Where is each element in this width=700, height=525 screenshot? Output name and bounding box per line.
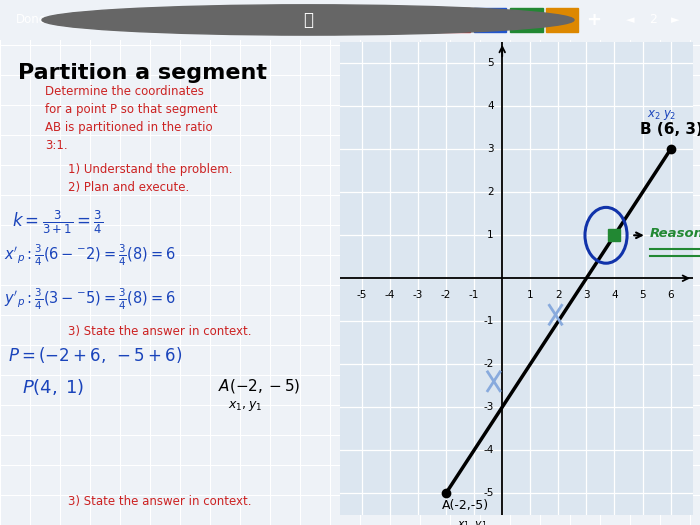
Text: Aa: Aa	[65, 14, 82, 26]
Text: 1: 1	[527, 290, 533, 300]
Text: 2: 2	[555, 290, 561, 300]
Text: +: +	[586, 11, 601, 29]
Text: Done: Done	[15, 14, 46, 26]
Bar	[365, 7, 398, 33]
Text: ✎: ✎	[109, 13, 122, 27]
Text: $P(4,\;1)$: $P(4,\;1)$	[22, 377, 84, 397]
Text: 3: 3	[583, 290, 589, 300]
Text: 2: 2	[649, 14, 657, 26]
Text: A(-2,-5): A(-2,-5)	[442, 499, 489, 512]
Bar	[546, 7, 578, 33]
Text: 2: 2	[487, 187, 494, 197]
Text: ⊞: ⊞	[147, 13, 158, 27]
Text: 3: 3	[487, 144, 494, 154]
Text: -4: -4	[484, 445, 494, 455]
Text: $k = \frac{3}{3+1} = \frac{3}{4}$: $k = \frac{3}{3+1} = \frac{3}{4}$	[12, 209, 103, 236]
Text: -5: -5	[357, 290, 367, 300]
Text: -3: -3	[413, 290, 424, 300]
Text: 4: 4	[611, 290, 618, 300]
Text: $P = (-2+6,\;-5+6)$: $P = (-2+6,\;-5+6)$	[8, 345, 183, 365]
Text: -1: -1	[469, 290, 480, 300]
Text: 2) Plan and execute.: 2) Plan and execute.	[68, 181, 189, 194]
Text: 3:07: 3:07	[348, 503, 372, 513]
Text: Determine the coordinates: Determine the coordinates	[45, 85, 204, 98]
Text: $x_2\;y_2$: $x_2\;y_2$	[647, 108, 676, 122]
Text: 5: 5	[487, 58, 494, 68]
Bar	[510, 7, 542, 33]
Text: 4: 4	[487, 101, 494, 111]
Text: 6: 6	[667, 290, 674, 300]
Text: 1: 1	[487, 230, 494, 240]
Text: 1) Understand the problem.: 1) Understand the problem.	[68, 163, 232, 176]
Text: $x_1,y_1$: $x_1,y_1$	[228, 399, 262, 413]
Text: -3: -3	[484, 402, 494, 412]
Circle shape	[42, 5, 574, 35]
Text: $A(-2,-5)$: $A(-2,-5)$	[218, 377, 300, 395]
Text: -1: -1	[484, 316, 494, 326]
Text: ⏸: ⏸	[303, 11, 313, 29]
Bar	[474, 7, 506, 33]
Text: -2: -2	[484, 359, 494, 369]
Text: $x'_p : \frac{3}{4}(6-{^{-}2}) = \frac{3}{4}(8) = 6$: $x'_p : \frac{3}{4}(6-{^{-}2}) = \frac{3…	[4, 243, 176, 268]
Text: for a point P so that segment: for a point P so that segment	[45, 103, 218, 116]
Text: -5: -5	[484, 488, 494, 498]
Text: ►: ►	[671, 15, 680, 25]
Text: 3) State the answer in context.: 3) State the answer in context.	[68, 495, 251, 508]
Bar	[438, 7, 470, 33]
Text: -2: -2	[441, 290, 452, 300]
Text: Reasonable: Reasonable	[650, 227, 700, 239]
Text: Partition a segment: Partition a segment	[18, 63, 267, 83]
Bar	[402, 7, 435, 33]
Text: ◄: ◄	[626, 15, 634, 25]
Text: 3:1.: 3:1.	[45, 139, 68, 152]
Text: B (6, 3): B (6, 3)	[640, 122, 700, 138]
Text: $y'_p : \frac{3}{4}(3-{^{-}5}) = \frac{3}{4}(8) = 6$: $y'_p : \frac{3}{4}(3-{^{-}5}) = \frac{3…	[4, 287, 176, 312]
Text: 5: 5	[639, 290, 646, 300]
Text: -4: -4	[385, 290, 396, 300]
Text: AB is partitioned in the ratio: AB is partitioned in the ratio	[45, 121, 213, 134]
Text: 3) State the answer in context.: 3) State the answer in context.	[68, 325, 251, 338]
Text: 〜: 〜	[221, 13, 231, 27]
Text: $x_1,y_1$: $x_1,y_1$	[457, 519, 488, 525]
Text: ↺: ↺	[181, 11, 195, 29]
